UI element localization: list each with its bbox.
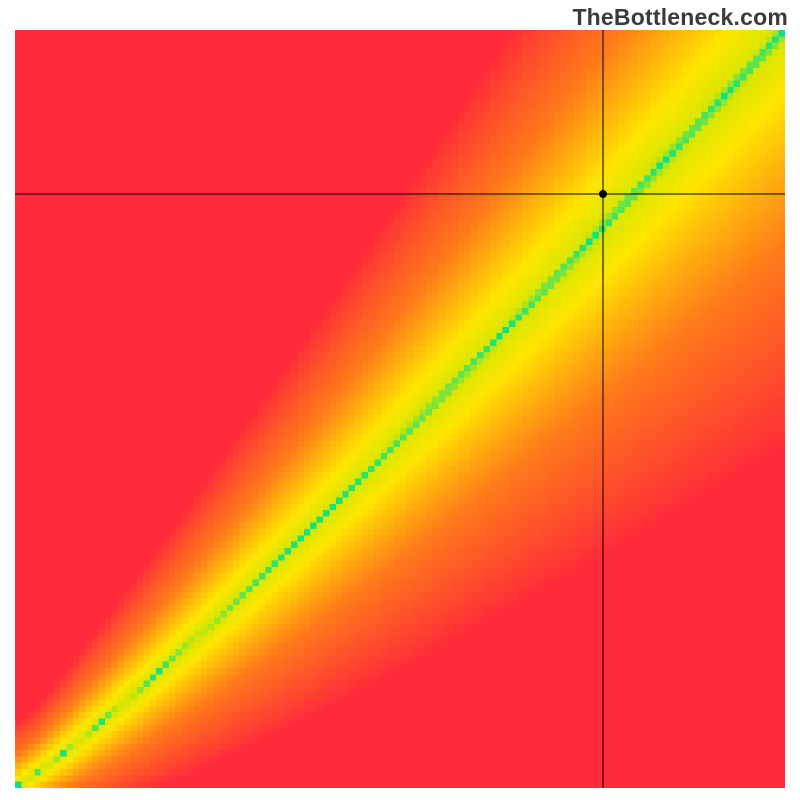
watermark-text: TheBottleneck.com [572,4,788,31]
bottleneck-heatmap [15,30,785,788]
chart-container: TheBottleneck.com [0,0,800,800]
